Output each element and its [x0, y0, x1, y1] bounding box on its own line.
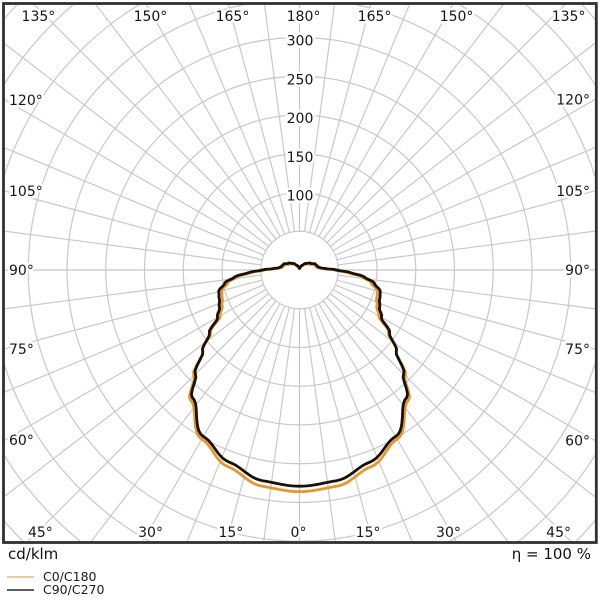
axis-label: 45° [546, 525, 571, 541]
grid-spoke [336, 279, 595, 350]
grid-spoke [322, 4, 504, 240]
grid-spoke [186, 305, 286, 542]
grid-spoke [145, 4, 281, 237]
axis-label: 300 [287, 34, 314, 50]
grid-spoke [95, 4, 277, 240]
grid-spoke [335, 146, 595, 256]
grid-spoke [4, 284, 264, 393]
grid-spoke [318, 4, 454, 237]
grid-spoke [337, 230, 595, 266]
axis-label: 30° [436, 525, 461, 541]
axis-label: 120° [9, 93, 43, 109]
efficiency-label: η = 100 % [511, 545, 591, 563]
axis-label: 60° [9, 433, 34, 449]
axis-label: 30° [138, 525, 163, 541]
axis-label: 150 [287, 150, 314, 166]
grid-spoke [4, 99, 267, 252]
grid-spoke [308, 4, 372, 233]
axis-label: 200 [287, 111, 314, 127]
legend-label-c0: C0/C180 [43, 569, 97, 584]
grid-spoke [329, 293, 595, 498]
polar-chart-svg: 0° 15° 15° 30° 30° 45° 45° 60° 60° 75° 75° 90° 90° 10… [2, 2, 598, 544]
axis-label: 105° [9, 184, 43, 200]
axis-label: 45° [28, 525, 53, 541]
grid-spoke [335, 284, 595, 394]
grid-spoke [4, 43, 270, 247]
grid-spoke [189, 4, 286, 235]
axis-label: 105° [556, 184, 590, 200]
legend-line-c0-icon [7, 576, 34, 578]
axis-label: 90° [9, 263, 34, 279]
grid-spoke [4, 288, 267, 441]
plot-border [2, 2, 598, 544]
grid-spoke [326, 4, 566, 244]
polar-grid [4, 4, 595, 542]
axis-label: 150° [134, 9, 168, 25]
axis-label: 150° [440, 9, 474, 25]
unit-label: cd/klm [8, 545, 59, 563]
legend-item-c0-c180: C0/C180 [7, 570, 96, 584]
grid-spoke [329, 42, 595, 247]
grid-spoke [313, 4, 410, 235]
axis-label: 135° [22, 9, 56, 25]
legend-label-c90: C90/C270 [43, 582, 105, 597]
axis-label: 15° [218, 525, 243, 541]
axis-label: 165° [358, 9, 392, 25]
grid-spoke [27, 296, 273, 542]
grid-spoke [4, 293, 270, 497]
grid-spoke [4, 190, 263, 261]
axis-label: 0° [291, 525, 307, 541]
grid-spoke [4, 147, 264, 256]
grid-spoke [303, 308, 336, 542]
axis-label: 135° [552, 9, 586, 25]
radial-tick-labels: 100 150 200 250 300 [284, 31, 316, 207]
axis-label: 90° [565, 263, 590, 279]
grid-spoke [332, 288, 595, 442]
grid-spoke [337, 274, 595, 310]
axis-label: 165° [216, 9, 250, 25]
grid-spoke [4, 279, 263, 350]
grid-spoke [142, 303, 281, 542]
grid-spoke [263, 308, 296, 542]
axis-label: 60° [565, 434, 590, 450]
grid-spoke [326, 296, 572, 542]
grid-spoke [33, 4, 273, 244]
grid-spoke [4, 274, 262, 310]
grid-spoke [332, 98, 595, 252]
axis-label: 120° [556, 92, 590, 108]
grid-spoke [4, 230, 262, 266]
grid-spoke [263, 4, 296, 232]
grid-spoke [322, 300, 509, 542]
grid-spoke [308, 307, 373, 542]
axis-label: 15° [356, 525, 381, 541]
grid-spoke [226, 307, 291, 542]
grid-spoke [318, 303, 457, 542]
axis-label: 75° [565, 342, 590, 358]
grid-spoke [313, 305, 413, 542]
curve-c90-c270 [190, 261, 409, 488]
axis-label: 180° [287, 9, 321, 25]
legend-item-c90-c270: C90/C270 [7, 583, 104, 597]
grid-spoke [336, 190, 595, 261]
legend-line-c90-icon [7, 589, 34, 591]
grid-spoke [303, 4, 336, 232]
axis-label: 250 [287, 72, 314, 88]
grid-spoke [90, 300, 277, 542]
axis-label: 75° [9, 342, 34, 358]
grid-spoke [227, 4, 291, 233]
axis-label: 100 [287, 189, 314, 205]
angle-labels: 0° 15° 15° 30° 30° 45° 45° 60° 60° 75° 75° 90° 90° 10… [7, 7, 593, 544]
